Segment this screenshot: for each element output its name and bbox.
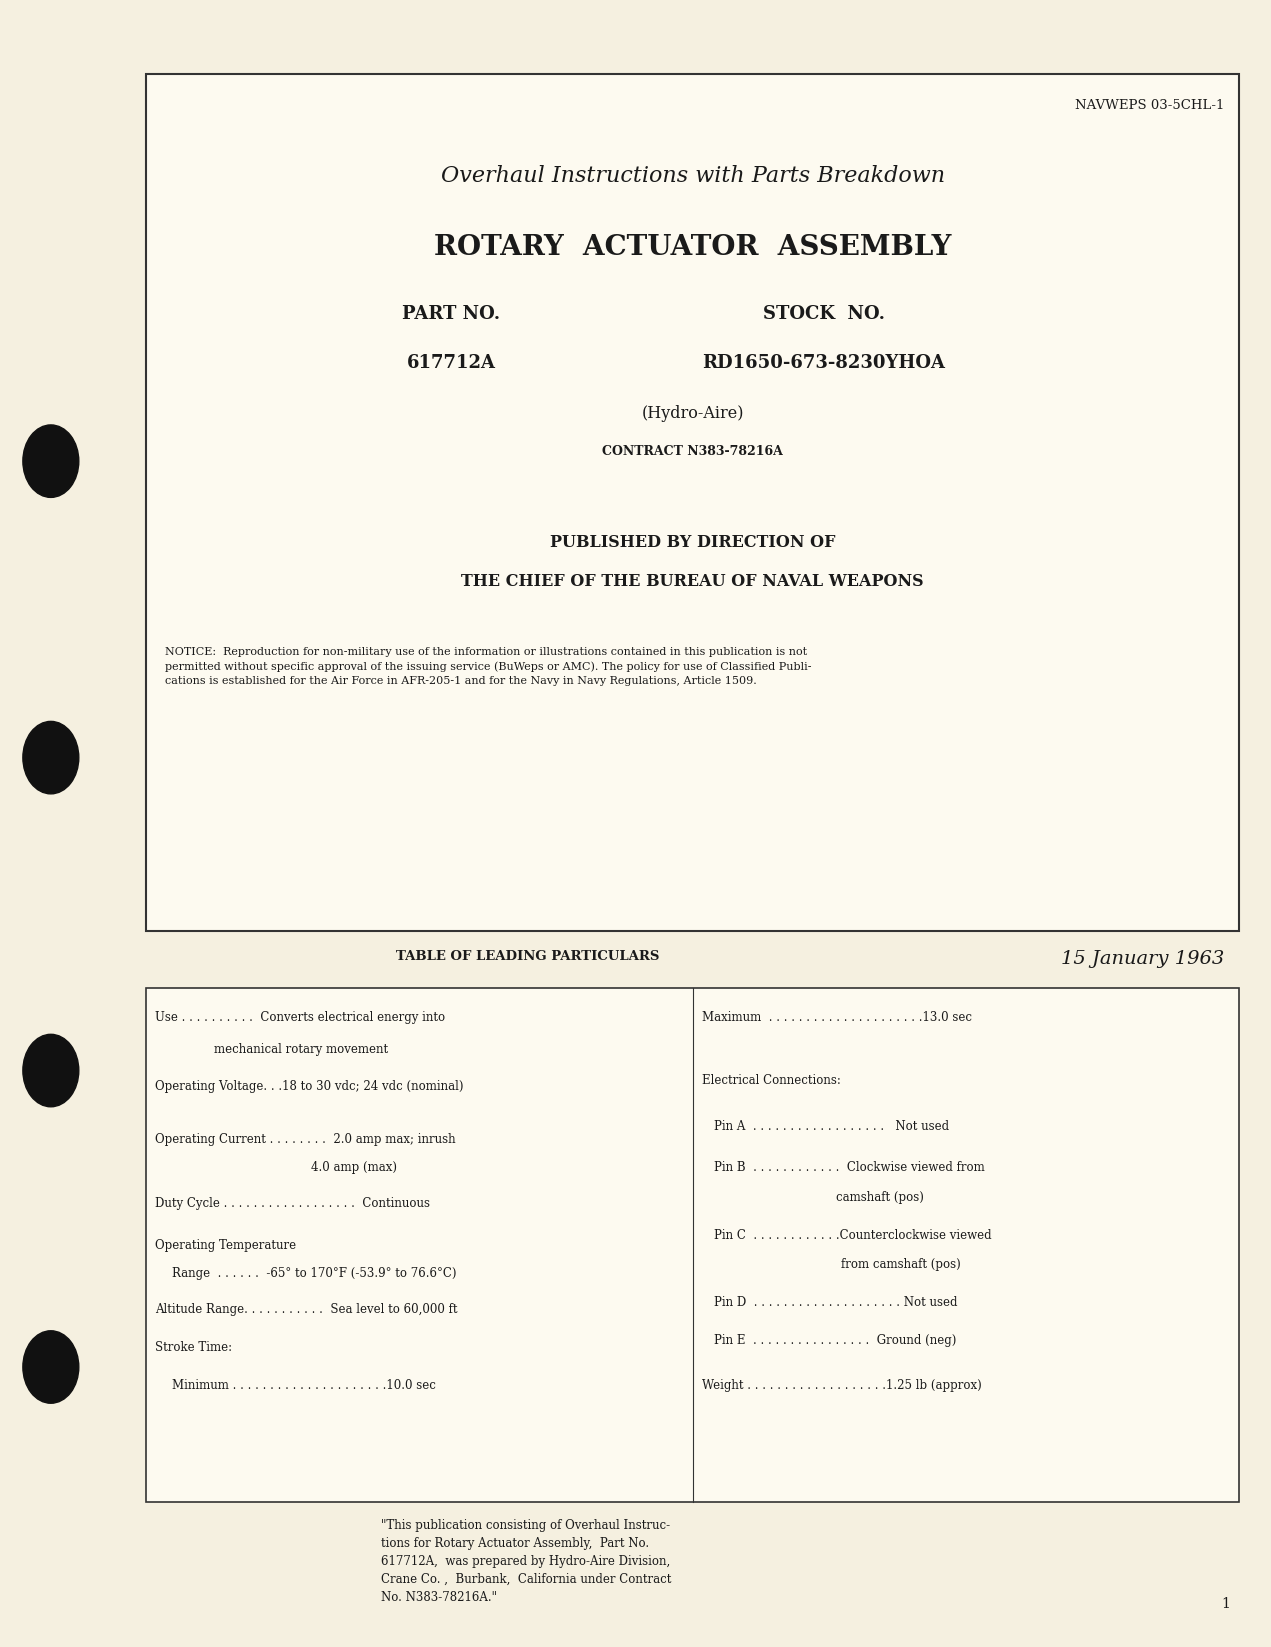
Text: Maximum  . . . . . . . . . . . . . . . . . . . . .13.0 sec: Maximum . . . . . . . . . . . . . . . . …	[702, 1011, 971, 1024]
Circle shape	[23, 721, 79, 794]
Text: from camshaft (pos): from camshaft (pos)	[841, 1258, 961, 1271]
FancyBboxPatch shape	[146, 988, 1239, 1502]
Text: Duty Cycle . . . . . . . . . . . . . . . . . .  Continuous: Duty Cycle . . . . . . . . . . . . . . .…	[155, 1197, 430, 1211]
Text: Minimum . . . . . . . . . . . . . . . . . . . . .10.0 sec: Minimum . . . . . . . . . . . . . . . . …	[172, 1379, 436, 1392]
Circle shape	[23, 1331, 79, 1403]
FancyBboxPatch shape	[146, 74, 1239, 931]
Circle shape	[23, 425, 79, 497]
Text: ROTARY  ACTUATOR  ASSEMBLY: ROTARY ACTUATOR ASSEMBLY	[433, 234, 952, 260]
Text: mechanical rotary movement: mechanical rotary movement	[214, 1043, 388, 1056]
Text: 15 January 1963: 15 January 1963	[1061, 950, 1224, 968]
Text: Pin A  . . . . . . . . . . . . . . . . . .   Not used: Pin A . . . . . . . . . . . . . . . . . …	[714, 1120, 949, 1133]
Text: STOCK  NO.: STOCK NO.	[763, 305, 885, 323]
Text: Electrical Connections:: Electrical Connections:	[702, 1074, 840, 1087]
Text: PART NO.: PART NO.	[402, 305, 501, 323]
Text: Operating Temperature: Operating Temperature	[155, 1239, 296, 1252]
Text: RD1650-673-8230YHOA: RD1650-673-8230YHOA	[702, 354, 946, 372]
Text: Weight . . . . . . . . . . . . . . . . . . .1.25 lb (approx): Weight . . . . . . . . . . . . . . . . .…	[702, 1379, 981, 1392]
Text: Pin D  . . . . . . . . . . . . . . . . . . . . Not used: Pin D . . . . . . . . . . . . . . . . . …	[714, 1296, 958, 1309]
Text: (Hydro-Aire): (Hydro-Aire)	[642, 405, 744, 422]
Text: Operating Voltage. . .18 to 30 vdc; 24 vdc (nominal): Operating Voltage. . .18 to 30 vdc; 24 v…	[155, 1080, 464, 1094]
Text: Use . . . . . . . . . .  Converts electrical energy into: Use . . . . . . . . . . Converts electri…	[155, 1011, 445, 1024]
Text: Pin E  . . . . . . . . . . . . . . . .  Ground (neg): Pin E . . . . . . . . . . . . . . . . Gr…	[714, 1334, 957, 1347]
Text: Operating Current . . . . . . . .  2.0 amp max; inrush: Operating Current . . . . . . . . 2.0 am…	[155, 1133, 456, 1146]
Text: CONTRACT N383-78216A: CONTRACT N383-78216A	[602, 445, 783, 458]
Text: PUBLISHED BY DIRECTION OF: PUBLISHED BY DIRECTION OF	[550, 534, 835, 550]
Text: Overhaul Instructions with Parts Breakdown: Overhaul Instructions with Parts Breakdo…	[441, 165, 944, 186]
Text: Pin C  . . . . . . . . . . . .Counterclockwise viewed: Pin C . . . . . . . . . . . .Countercloc…	[714, 1229, 991, 1242]
Text: THE CHIEF OF THE BUREAU OF NAVAL WEAPONS: THE CHIEF OF THE BUREAU OF NAVAL WEAPONS	[461, 573, 924, 590]
Text: TABLE OF LEADING PARTICULARS: TABLE OF LEADING PARTICULARS	[395, 950, 660, 963]
Text: "This publication consisting of Overhaul Instruc-
tions for Rotary Actuator Asse: "This publication consisting of Overhaul…	[381, 1519, 671, 1604]
Text: 1: 1	[1221, 1596, 1230, 1611]
Circle shape	[23, 1034, 79, 1107]
Text: NAVWEPS 03-5CHL-1: NAVWEPS 03-5CHL-1	[1074, 99, 1224, 112]
Text: Range  . . . . . .  -65° to 170°F (-53.9° to 76.6°C): Range . . . . . . -65° to 170°F (-53.9° …	[172, 1267, 456, 1280]
Text: NOTICE:  Reproduction for non-military use of the information or illustrations c: NOTICE: Reproduction for non-military us…	[165, 647, 812, 687]
Text: Pin B  . . . . . . . . . . . .  Clockwise viewed from: Pin B . . . . . . . . . . . . Clockwise …	[714, 1161, 985, 1174]
Text: 4.0 amp (max): 4.0 amp (max)	[311, 1161, 398, 1174]
Text: camshaft (pos): camshaft (pos)	[836, 1191, 924, 1204]
Text: 617712A: 617712A	[407, 354, 496, 372]
Text: Altitude Range. . . . . . . . . . .  Sea level to 60,000 ft: Altitude Range. . . . . . . . . . . Sea …	[155, 1303, 458, 1316]
Text: Stroke Time:: Stroke Time:	[155, 1341, 233, 1354]
